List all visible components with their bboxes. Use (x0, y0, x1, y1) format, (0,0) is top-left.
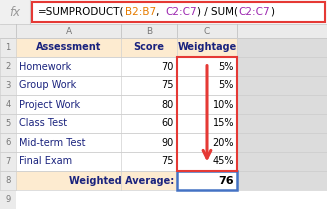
Text: C2:C7: C2:C7 (165, 7, 197, 17)
Bar (0, 190, 16, 209)
Bar (121, 133, 177, 152)
Text: Homework: Homework (19, 61, 71, 71)
Bar (0, 133, 16, 152)
Text: ): ) (270, 7, 274, 17)
Bar (0, 24, 327, 38)
Text: 20%: 20% (213, 138, 234, 148)
Bar (16, 57, 121, 76)
Bar (0, 152, 16, 171)
Bar (0, 0, 30, 24)
Bar (16, 133, 121, 152)
Bar (16, 152, 121, 171)
Bar (0, 38, 16, 57)
Bar (0, 0, 327, 24)
Text: C2:C7: C2:C7 (238, 7, 270, 17)
Bar (177, 171, 237, 190)
Bar (0, 57, 16, 76)
Text: 60: 60 (162, 119, 174, 129)
Bar (0, 114, 16, 133)
Text: 75: 75 (162, 157, 174, 167)
Bar (121, 95, 177, 114)
Bar (16, 38, 121, 57)
Bar (177, 95, 237, 114)
Text: 9: 9 (5, 195, 10, 204)
Text: 5: 5 (5, 119, 10, 128)
Text: B: B (146, 27, 152, 36)
Text: Group Work: Group Work (19, 80, 76, 90)
Text: Project Work: Project Work (19, 99, 80, 110)
Text: 45%: 45% (213, 157, 234, 167)
Text: ) / SUM(: ) / SUM( (197, 7, 238, 17)
Bar (121, 114, 177, 133)
Bar (0, 76, 16, 95)
Text: Assessment: Assessment (36, 42, 101, 52)
Text: 10%: 10% (213, 99, 234, 110)
Text: 1: 1 (5, 43, 10, 52)
Bar (121, 171, 177, 190)
Bar (121, 38, 177, 57)
Bar (16, 171, 121, 190)
Text: 8: 8 (5, 176, 11, 185)
Text: 6: 6 (5, 138, 11, 147)
Text: Score: Score (133, 42, 164, 52)
Bar (16, 76, 121, 95)
Bar (177, 114, 237, 133)
Text: fx: fx (9, 5, 21, 19)
Text: Final Exam: Final Exam (19, 157, 72, 167)
Bar (0, 171, 16, 190)
Text: =SUMPRODUCT(: =SUMPRODUCT( (38, 7, 125, 17)
Bar (177, 133, 237, 152)
Text: Mid-term Test: Mid-term Test (19, 138, 85, 148)
Text: 90: 90 (162, 138, 174, 148)
Text: 5%: 5% (219, 61, 234, 71)
Text: Weightage: Weightage (177, 42, 237, 52)
Bar (121, 57, 177, 76)
Text: 4: 4 (5, 100, 10, 109)
Bar (16, 95, 121, 114)
Text: C: C (204, 27, 210, 36)
Bar (121, 152, 177, 171)
Text: B2:B7: B2:B7 (125, 7, 156, 17)
Text: Class Test: Class Test (19, 119, 67, 129)
Text: 7: 7 (5, 157, 11, 166)
Bar (177, 152, 237, 171)
Bar (177, 57, 237, 171)
Bar (16, 114, 121, 133)
Text: 80: 80 (162, 99, 174, 110)
Text: 76: 76 (218, 176, 234, 186)
Text: 2: 2 (5, 62, 10, 71)
Bar (177, 57, 237, 76)
Text: ,: , (156, 7, 165, 17)
Text: A: A (65, 27, 72, 36)
Bar (0, 95, 16, 114)
Text: 75: 75 (162, 80, 174, 90)
Bar (32, 2, 325, 22)
Text: 70: 70 (162, 61, 174, 71)
Bar (177, 171, 237, 190)
Text: Weighted Average:: Weighted Average: (69, 176, 174, 186)
Bar (16, 190, 327, 209)
Text: 15%: 15% (213, 119, 234, 129)
Text: 5%: 5% (219, 80, 234, 90)
Bar (121, 76, 177, 95)
Text: 3: 3 (5, 81, 11, 90)
Bar (177, 76, 237, 95)
Bar (177, 38, 237, 57)
